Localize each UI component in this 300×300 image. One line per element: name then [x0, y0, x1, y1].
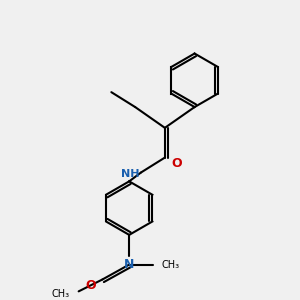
Text: O: O: [85, 279, 96, 292]
Text: CH₃: CH₃: [52, 289, 70, 299]
Text: O: O: [171, 157, 182, 170]
Text: N: N: [124, 258, 134, 271]
Text: NH: NH: [122, 169, 140, 179]
Text: CH₃: CH₃: [162, 260, 180, 270]
